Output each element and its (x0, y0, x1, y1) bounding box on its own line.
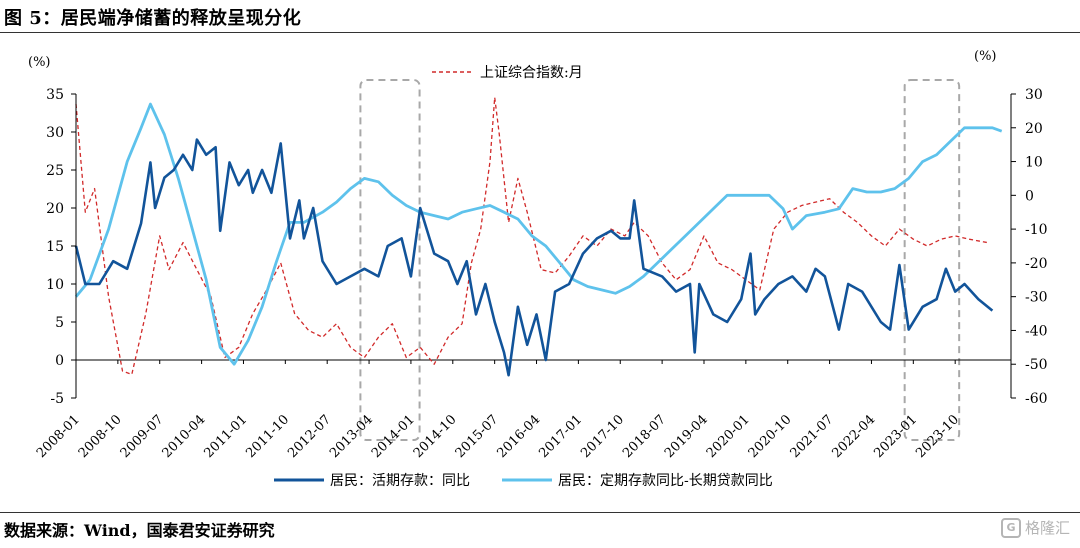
series-line-timespread (74, 102, 1003, 366)
right-tick-label: -30 (1025, 290, 1048, 306)
right-tick-label: 10 (1025, 155, 1043, 171)
x-tick-label: 2017-10 (578, 412, 627, 461)
left-tick-label: 20 (46, 201, 64, 217)
x-tick-label: 2020-10 (746, 412, 795, 461)
top-rule (0, 32, 1080, 33)
watermark-text: 格隆汇 (1024, 519, 1070, 537)
figure-label: 图 5： (4, 8, 61, 29)
right-tick-label: -10 (1025, 222, 1048, 238)
bottom-rule (0, 512, 1080, 513)
left-tick-label: 10 (46, 277, 64, 293)
x-tick-label: 2020-01 (704, 412, 753, 461)
figure-title-text: 居民端净储蓄的释放呈现分化 (60, 8, 302, 29)
right-tick-label: -50 (1025, 357, 1048, 373)
x-tick-label: 2022-04 (829, 412, 878, 461)
right-tick-label: 0 (1025, 188, 1034, 204)
legend-label-demand: 居民：活期存款：同比 (330, 473, 470, 489)
left-tick-label: 35 (46, 87, 64, 103)
x-tick-label: 2023-01 (871, 412, 920, 461)
x-tick-label: 2010-04 (160, 412, 209, 461)
left-tick-label: 25 (46, 163, 64, 179)
right-tick-label: 30 (1025, 87, 1043, 103)
x-tick-label: 2019-04 (662, 412, 711, 461)
series-line-sh_index (75, 96, 988, 376)
highlight-boxes (359, 79, 961, 441)
x-tick-label: 2018-07 (620, 412, 669, 461)
x-axis: 2008-012008-102009-072010-042011-012011-… (34, 360, 962, 461)
x-tick-label: 2012-07 (285, 412, 334, 461)
x-tick-label: 2011-01 (201, 412, 250, 461)
x-tick-label: 2017-01 (536, 412, 585, 461)
x-tick-label: 2008-01 (34, 412, 83, 461)
x-tick-label: 2016-04 (495, 412, 544, 461)
right-tick-label: 20 (1025, 121, 1043, 137)
right-tick-label: -20 (1025, 256, 1048, 272)
x-tick-label: 2014-01 (369, 412, 418, 461)
watermark: G 格隆汇 (1000, 517, 1070, 538)
x-tick-label: 2008-10 (76, 412, 125, 461)
left-tick-label: 30 (46, 125, 64, 141)
legend-label-timespread: 居民：定期存款同比-长期贷款同比 (558, 473, 773, 489)
left-axis-unit: (%) (28, 55, 51, 70)
right-axis: -60 -50 -40 -30 -20 -10 0 10 20 30 (1010, 87, 1048, 407)
left-tick-label: 5 (55, 315, 64, 331)
source-note: 数据来源：Wind，国泰君安证券研究 (4, 521, 275, 540)
left-tick-label: 15 (46, 239, 64, 255)
right-tick-label: -40 (1025, 323, 1048, 339)
figure-title: 图 5：居民端净储蓄的释放呈现分化 (4, 4, 301, 30)
x-tick-label: 2009-07 (118, 412, 167, 461)
right-axis-unit: (%) (974, 49, 997, 64)
x-tick-label: 2021-07 (788, 412, 837, 461)
legend-label-sh-index: 上证综合指数:月 (480, 65, 583, 81)
x-tick-label: 2015-07 (453, 412, 502, 461)
x-tick-label: 2014-10 (411, 412, 460, 461)
left-axis: -5 0 5 10 15 20 25 30 35 (46, 87, 77, 407)
left-tick-label: 0 (55, 353, 64, 369)
x-tick-label: 2011-10 (243, 412, 292, 461)
highlight-box-1 (359, 79, 421, 441)
series-line-demand (74, 138, 994, 377)
legend-sh-index: 上证综合指数:月 (432, 65, 583, 81)
watermark-logo-icon: G (1000, 517, 1021, 538)
legend-bottom: 居民：活期存款：同比 居民：定期存款同比-长期贷款同比 (274, 473, 773, 489)
highlight-box-2 (903, 79, 961, 441)
series-lines (74, 96, 1003, 377)
x-tick-label: 2023-10 (913, 412, 962, 461)
left-tick-label: -5 (50, 391, 64, 407)
x-tick-label: 2013-04 (327, 412, 376, 461)
right-tick-label: -60 (1025, 391, 1048, 407)
